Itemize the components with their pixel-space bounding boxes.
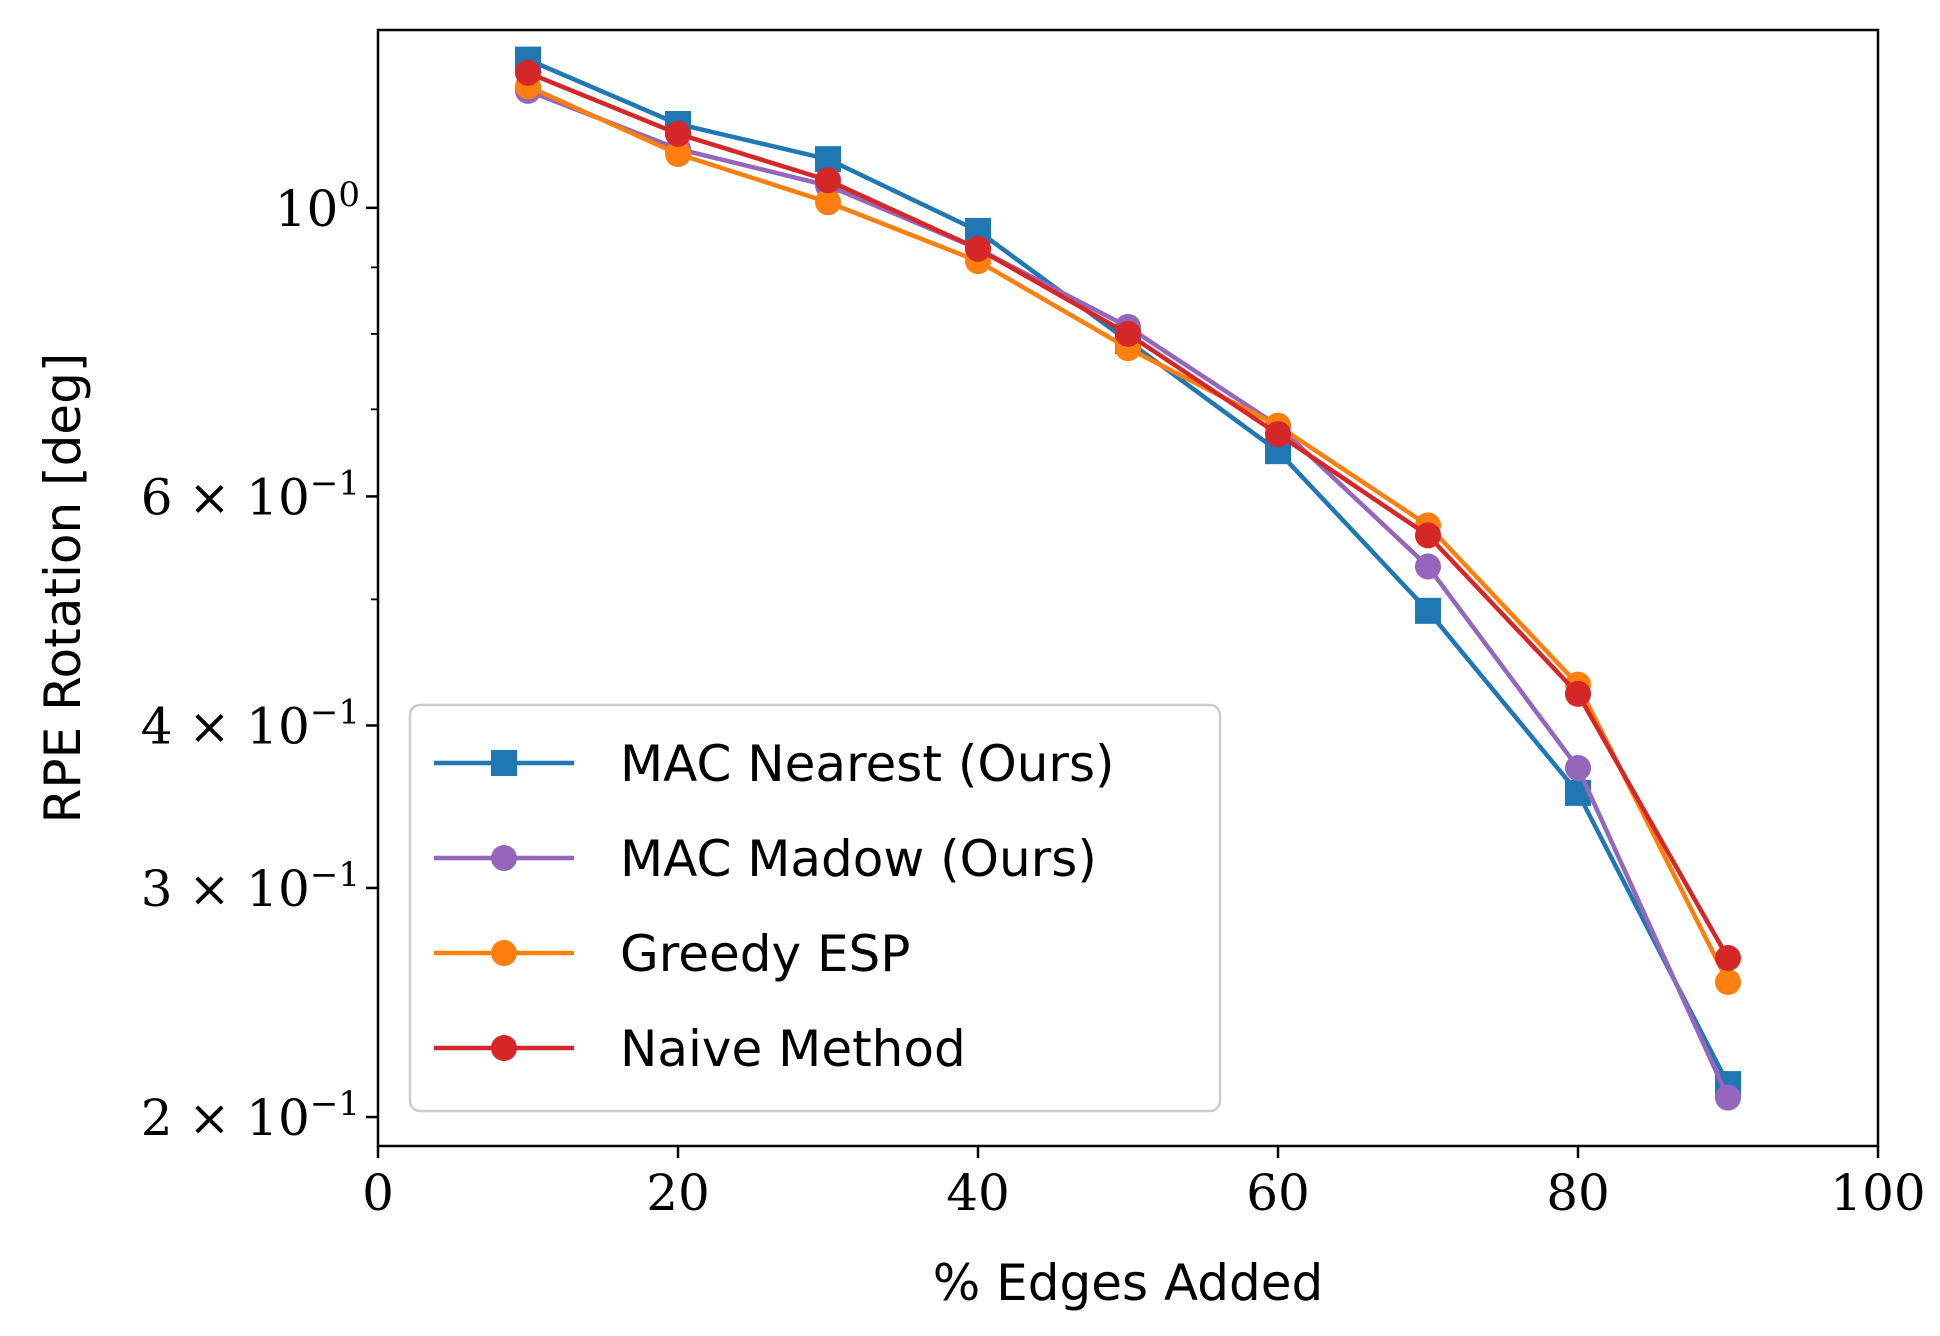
legend: MAC Nearest (Ours) MAC Madow (Ours) Greedy… <box>408 703 1222 1113</box>
legend-label: Greedy ESP <box>620 925 910 983</box>
y-tick-exponent: −1 <box>310 692 360 732</box>
y-tick-exponent: −1 <box>310 1084 360 1124</box>
data-point <box>1265 421 1291 448</box>
x-tick-label: 40 <box>946 1164 1010 1222</box>
legend-marker <box>491 845 517 871</box>
data-point <box>1415 522 1441 549</box>
y-tick-label: 100 <box>275 175 360 238</box>
plot-frame <box>376 28 1880 1148</box>
y-tick-label: 4 × 10−1 <box>141 692 360 755</box>
x-tick-label: 60 <box>1246 1164 1310 1222</box>
x-tick-label: 20 <box>646 1164 710 1222</box>
y-tick-base: 10 <box>246 860 310 918</box>
data-point <box>1715 1084 1741 1111</box>
x-tick-label: 80 <box>1546 1164 1610 1222</box>
legend-marker <box>491 1035 517 1061</box>
y-tick-base: 10 <box>246 468 310 526</box>
y-tick-label: 3 × 10−1 <box>141 855 360 918</box>
y-tick-mantissa: 3 × <box>141 860 247 918</box>
data-point <box>1415 597 1441 624</box>
y-tick-exponent: −1 <box>310 463 360 503</box>
legend-box <box>408 703 1222 1113</box>
x-axis: 0 20 40 60 80 100 <box>362 1146 1926 1222</box>
y-tick-exponent: −1 <box>310 855 360 895</box>
data-point <box>665 140 691 167</box>
data-point <box>815 167 841 194</box>
y-axis-label: RPE Rotation [deg] <box>34 353 92 824</box>
data-point <box>1115 320 1141 347</box>
legend-marker <box>491 940 517 966</box>
data-point <box>1715 969 1741 996</box>
data-point <box>965 235 991 262</box>
legend-label: MAC Nearest (Ours) <box>620 735 1115 793</box>
y-tick-base: 10 <box>275 180 339 238</box>
legend-label: MAC Madow (Ours) <box>620 830 1097 888</box>
y-tick-base: 10 <box>246 697 310 755</box>
y-tick-base: 10 <box>246 1089 310 1147</box>
data-point <box>515 59 541 86</box>
data-point <box>1565 754 1591 781</box>
data-point <box>1715 945 1741 972</box>
x-tick-label: 0 <box>362 1164 394 1222</box>
data-point <box>815 189 841 216</box>
y-tick-label: 6 × 10−1 <box>141 463 360 526</box>
y-tick-mantissa: 4 × <box>141 697 247 755</box>
y-tick-mantissa: 2 × <box>141 1089 247 1147</box>
y-tick-mantissa: 6 × <box>141 468 247 526</box>
series-3 <box>515 59 1741 972</box>
data-point <box>1565 680 1591 707</box>
x-axis-label: % Edges Added <box>933 1254 1323 1312</box>
y-tick-label: 2 × 10−1 <box>141 1084 360 1147</box>
legend-marker <box>491 750 517 776</box>
legend-label: Naive Method <box>620 1020 966 1078</box>
series-layer <box>515 46 1741 1111</box>
data-point <box>1415 553 1441 580</box>
data-point <box>665 120 691 147</box>
y-tick-exponent: 0 <box>338 175 360 215</box>
x-tick-label: 100 <box>1830 1164 1925 1222</box>
